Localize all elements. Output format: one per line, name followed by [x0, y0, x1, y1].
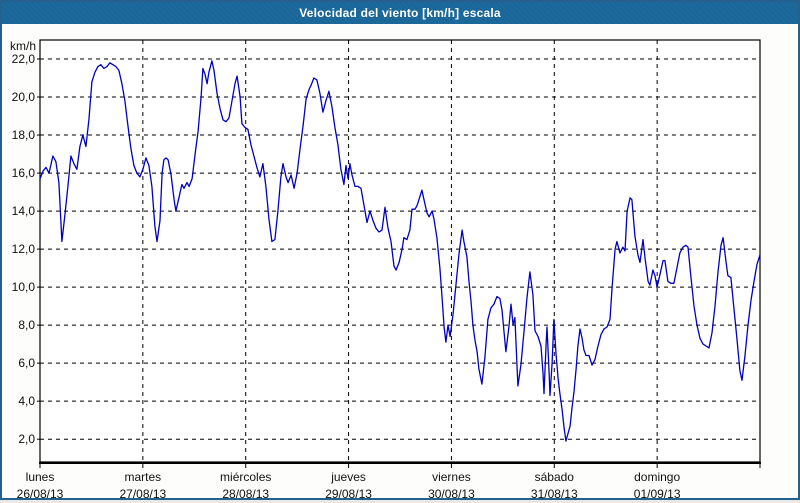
window-titlebar: Velocidad del viento [km/h] escala	[2, 2, 798, 24]
wind-speed-chart: 22,0 20,0 18,0 16,0 14,0 12,0 10,0 8,0 6,0 4,0 2,0…	[2, 24, 798, 501]
plot-area	[40, 40, 760, 462]
wind-speed-line	[39, 60, 761, 442]
x-tick-label-day: martes	[125, 470, 162, 484]
y-tick-label: 14,0	[12, 204, 36, 218]
x-tick-label-day: domingo	[634, 470, 680, 484]
x-tick-label-date: 31/08/13	[531, 487, 578, 498]
x-tick-label-day: viernes	[432, 470, 471, 484]
y-tick-label: 12,0	[12, 242, 36, 256]
x-tick-label-date: 30/08/13	[428, 487, 475, 498]
y-tick-label: 10,0	[12, 280, 36, 294]
x-tick-label-day: jueves	[330, 470, 366, 484]
y-tick-label: 20,0	[12, 90, 36, 104]
y-tick-label: 2,0	[18, 432, 35, 446]
y-tick-label: 18,0	[12, 128, 36, 142]
y-tick-label: 6,0	[18, 356, 35, 370]
x-tick-label-day: sábado	[535, 470, 575, 484]
x-tick-label-day: lunes	[26, 470, 55, 484]
x-tick-label-date: 28/08/13	[222, 487, 269, 498]
y-tick-label: 8,0	[18, 318, 35, 332]
y-tick-label: 22,0	[12, 52, 36, 66]
x-tick-label-day: miércoles	[220, 470, 271, 484]
window-title: Velocidad del viento [km/h] escala	[299, 6, 501, 20]
x-tick-label-date: 01/09/13	[634, 487, 681, 498]
y-tick-label: 4,0	[18, 394, 35, 408]
wind-speed-chart-canvas: 22,0 20,0 18,0 16,0 14,0 12,0 10,0 8,0 6,0 4,0 2,0…	[10, 39, 761, 501]
x-tick-label-date: 26/08/13	[17, 487, 64, 498]
x-tick-label-date: 29/08/13	[325, 487, 372, 498]
y-axis-unit-label: km/h	[10, 39, 36, 53]
y-tick-label: 16,0	[12, 166, 36, 180]
x-tick-label-date: 27/08/13	[119, 487, 166, 498]
